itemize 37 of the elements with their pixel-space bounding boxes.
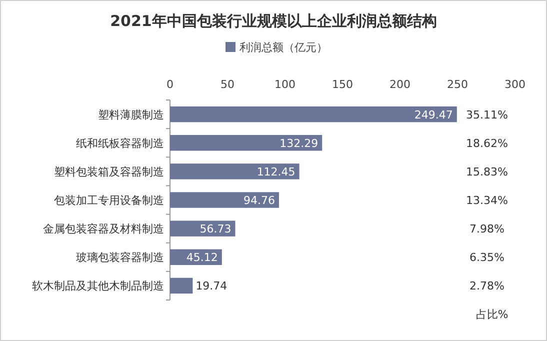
chart-title: 2021年中国包装行业规模以上企业利润总额结构 [110,12,437,30]
annotation: 7.98% [470,222,504,236]
legend-label: 利润总额（亿元） [240,41,328,54]
y-tick-label: 塑料包装箱及容器制造 [54,165,164,178]
y-tick-label: 包装加工专用设备制造 [54,194,164,207]
text: 占比% [476,308,508,321]
x-tick-label: 150 [332,78,353,91]
data-label: 19.74 [196,280,228,293]
y-tick-label: 金属包装容器及材料制造 [43,222,164,236]
data-label: 45.12 [186,251,218,264]
bar [170,106,457,122]
bar [170,220,236,236]
bar [170,135,322,151]
data-label: 94.76 [243,194,275,207]
annotation: 18.62% [466,136,508,150]
x-tick-label: 250 [447,78,468,91]
y-tick-label: 玻璃包装容器制造 [76,251,164,264]
annotation: 15.83% [466,165,508,178]
bar [170,278,193,294]
data-label: 112.45 [256,165,296,178]
x-tick-label: 300 [504,78,526,91]
annotation: 2.78% [470,280,504,293]
y-tick-label: 软木制品及其他木制品制造 [32,280,164,293]
x-tick-label: 0 [166,78,174,91]
bar [170,164,300,180]
x-tick-label: 200 [390,78,410,91]
annotation: 13.34% [466,194,508,207]
annotation: 35.11% [466,108,508,122]
y-tick-label: 塑料薄膜制造 [98,108,164,122]
data-label: 249.47 [414,108,453,122]
data-label: 132.29 [280,136,318,150]
y-tick-label: 纸和纸板容器制造 [76,136,164,150]
bar [170,192,279,208]
data-label: 56.73 [200,222,232,236]
x-tick-label: 50 [220,78,234,91]
annotation: 6.35% [470,251,504,264]
x-tick-label: 100 [274,78,296,91]
